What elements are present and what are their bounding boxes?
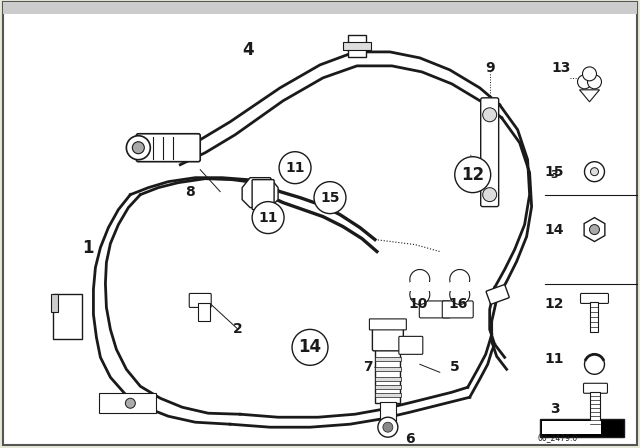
Circle shape	[383, 422, 393, 432]
Text: 14: 14	[298, 338, 321, 356]
FancyBboxPatch shape	[481, 98, 499, 207]
FancyBboxPatch shape	[51, 294, 58, 312]
Circle shape	[126, 136, 150, 159]
FancyBboxPatch shape	[584, 383, 607, 393]
FancyBboxPatch shape	[3, 2, 637, 445]
Text: 1: 1	[83, 238, 94, 257]
FancyBboxPatch shape	[419, 301, 451, 318]
Circle shape	[450, 284, 470, 305]
Text: 11: 11	[285, 161, 305, 175]
Text: 15: 15	[320, 191, 340, 205]
Text: 12: 12	[461, 166, 484, 184]
Text: 00_2479.0: 00_2479.0	[538, 433, 578, 442]
FancyBboxPatch shape	[375, 377, 401, 381]
Circle shape	[582, 67, 596, 81]
Text: 4: 4	[243, 41, 254, 59]
FancyBboxPatch shape	[376, 347, 401, 403]
Text: 16: 16	[448, 297, 467, 311]
Text: 2: 2	[233, 323, 243, 336]
FancyBboxPatch shape	[189, 293, 211, 307]
FancyBboxPatch shape	[343, 42, 371, 50]
FancyBboxPatch shape	[540, 419, 625, 437]
Circle shape	[483, 108, 497, 122]
Circle shape	[589, 224, 600, 235]
Circle shape	[483, 188, 497, 202]
Text: 15: 15	[545, 165, 564, 179]
Circle shape	[378, 417, 398, 437]
Text: 3: 3	[550, 402, 559, 416]
FancyBboxPatch shape	[380, 402, 396, 422]
FancyBboxPatch shape	[136, 134, 200, 162]
Text: 8: 8	[186, 185, 195, 198]
Polygon shape	[410, 283, 430, 292]
FancyBboxPatch shape	[399, 336, 423, 354]
Circle shape	[314, 181, 346, 214]
Text: 9: 9	[485, 61, 495, 75]
Circle shape	[584, 354, 604, 374]
FancyBboxPatch shape	[99, 393, 156, 413]
FancyBboxPatch shape	[375, 385, 401, 389]
FancyBboxPatch shape	[369, 319, 406, 330]
FancyBboxPatch shape	[375, 358, 401, 362]
FancyBboxPatch shape	[541, 421, 602, 434]
FancyBboxPatch shape	[580, 293, 609, 303]
Circle shape	[125, 398, 135, 408]
FancyBboxPatch shape	[198, 303, 210, 321]
Circle shape	[132, 142, 145, 154]
Circle shape	[577, 75, 591, 89]
FancyBboxPatch shape	[591, 302, 598, 332]
Text: 14: 14	[545, 223, 564, 237]
Circle shape	[292, 329, 328, 365]
FancyBboxPatch shape	[591, 392, 600, 430]
FancyBboxPatch shape	[375, 367, 401, 371]
Text: 6: 6	[405, 432, 415, 446]
Circle shape	[455, 157, 491, 193]
Polygon shape	[579, 90, 600, 102]
Text: 10: 10	[408, 297, 428, 311]
Circle shape	[410, 284, 430, 305]
Circle shape	[584, 162, 604, 181]
FancyBboxPatch shape	[442, 301, 473, 318]
FancyBboxPatch shape	[372, 326, 403, 351]
Circle shape	[591, 168, 598, 176]
Circle shape	[410, 270, 430, 289]
Polygon shape	[584, 218, 605, 241]
Polygon shape	[242, 178, 278, 207]
Text: 5: 5	[450, 360, 460, 375]
Text: 11: 11	[545, 352, 564, 366]
Text: 12: 12	[545, 297, 564, 311]
Text: 13: 13	[552, 61, 572, 75]
FancyBboxPatch shape	[486, 285, 509, 304]
FancyBboxPatch shape	[52, 294, 83, 340]
Circle shape	[279, 152, 311, 184]
Text: 3: 3	[551, 170, 558, 180]
Text: 7: 7	[363, 360, 372, 375]
FancyBboxPatch shape	[375, 393, 401, 397]
Polygon shape	[450, 283, 470, 292]
Circle shape	[450, 270, 470, 289]
Circle shape	[588, 75, 602, 89]
Text: 11: 11	[259, 211, 278, 224]
FancyBboxPatch shape	[252, 180, 274, 210]
FancyBboxPatch shape	[3, 2, 637, 14]
Circle shape	[252, 202, 284, 233]
FancyBboxPatch shape	[348, 35, 366, 57]
